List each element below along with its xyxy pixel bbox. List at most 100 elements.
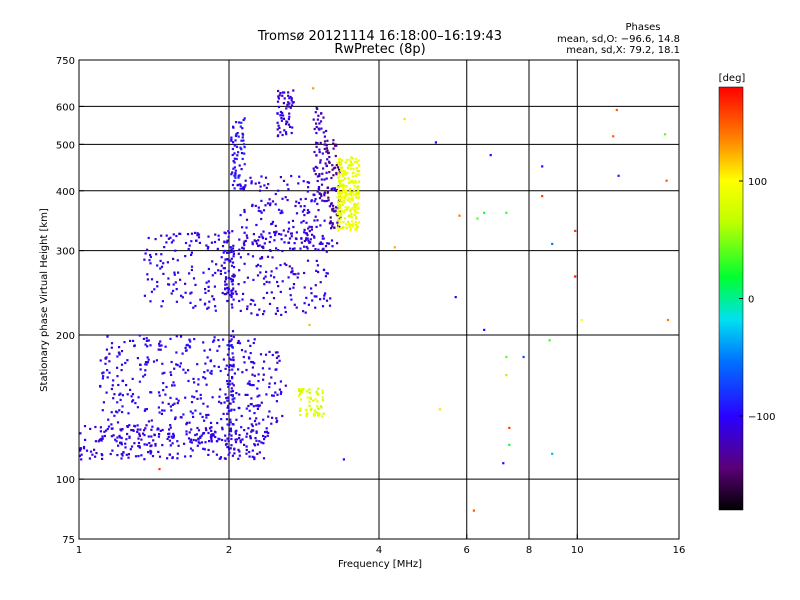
data-point xyxy=(313,412,316,415)
data-point xyxy=(292,89,295,92)
data-point xyxy=(190,240,193,243)
data-point xyxy=(195,433,198,436)
data-point xyxy=(242,186,245,189)
data-point xyxy=(159,429,162,432)
data-point xyxy=(163,409,166,412)
data-point xyxy=(142,337,145,340)
data-point xyxy=(326,139,329,142)
data-point xyxy=(101,437,104,440)
data-point xyxy=(505,211,508,214)
data-point xyxy=(314,111,317,114)
data-point xyxy=(158,455,162,458)
data-point xyxy=(254,182,257,185)
data-point xyxy=(352,203,356,206)
data-point xyxy=(179,362,182,365)
data-point xyxy=(358,173,361,176)
data-point xyxy=(170,360,173,364)
data-point xyxy=(167,402,170,405)
data-point xyxy=(343,209,346,212)
data-point xyxy=(95,452,98,455)
data-point xyxy=(118,434,121,437)
data-point xyxy=(238,450,241,453)
data-point xyxy=(275,420,278,424)
data-point xyxy=(123,341,126,344)
data-point xyxy=(356,225,359,228)
data-point xyxy=(252,405,255,408)
data-point xyxy=(256,263,260,266)
data-point xyxy=(251,424,254,428)
data-point xyxy=(336,196,339,199)
data-point xyxy=(314,173,317,176)
data-point xyxy=(221,438,224,442)
data-point xyxy=(290,174,293,178)
data-point xyxy=(120,369,123,372)
colorbar-label: [deg] xyxy=(719,73,746,84)
data-point xyxy=(295,231,298,234)
data-point xyxy=(144,252,147,255)
data-point xyxy=(157,450,160,453)
data-point xyxy=(227,348,230,351)
data-point xyxy=(130,445,134,448)
data-point xyxy=(325,150,328,153)
data-point xyxy=(355,203,358,206)
chart-title: Tromsø 20121114 16:18:00–16:19:43 xyxy=(257,29,502,44)
data-point xyxy=(150,419,153,422)
data-point xyxy=(220,418,223,421)
data-point xyxy=(325,147,328,150)
data-point xyxy=(184,346,187,349)
data-point xyxy=(239,441,242,444)
data-point xyxy=(208,440,211,443)
data-point xyxy=(150,428,153,431)
data-point xyxy=(160,265,164,268)
data-point xyxy=(176,457,179,460)
data-point xyxy=(157,391,161,394)
data-point xyxy=(315,154,318,157)
data-point xyxy=(183,442,186,445)
data-point xyxy=(317,209,320,212)
data-point xyxy=(325,299,329,302)
data-point xyxy=(315,390,318,394)
data-point xyxy=(126,425,129,428)
data-point xyxy=(169,405,172,408)
data-point xyxy=(246,236,249,239)
data-point xyxy=(290,271,293,274)
data-point xyxy=(241,136,244,139)
data-point xyxy=(225,397,228,400)
data-point xyxy=(161,428,164,432)
data-point xyxy=(232,359,235,362)
data-point xyxy=(337,192,340,195)
data-point xyxy=(204,377,207,380)
data-point xyxy=(317,187,320,190)
data-point xyxy=(338,194,341,197)
data-point xyxy=(154,442,157,446)
data-point xyxy=(336,221,339,224)
data-point xyxy=(257,244,260,248)
data-point xyxy=(143,458,146,461)
data-point xyxy=(97,440,100,443)
data-point xyxy=(291,219,295,222)
data-point xyxy=(144,427,147,430)
data-point xyxy=(231,247,235,250)
data-point xyxy=(138,380,141,383)
data-point xyxy=(174,281,177,284)
data-point xyxy=(332,204,335,207)
data-point xyxy=(188,346,192,349)
data-point xyxy=(202,271,205,274)
data-point xyxy=(314,248,317,251)
data-point xyxy=(338,198,341,202)
data-point xyxy=(113,393,116,396)
data-point xyxy=(357,221,361,224)
data-point xyxy=(127,453,130,456)
data-point xyxy=(268,232,271,235)
data-point xyxy=(230,264,234,267)
data-point xyxy=(330,176,333,180)
data-point xyxy=(185,421,189,424)
data-point xyxy=(213,336,216,339)
data-point xyxy=(237,457,240,460)
data-point xyxy=(279,114,282,117)
data-point xyxy=(120,457,123,460)
data-point xyxy=(193,381,196,384)
data-point xyxy=(306,247,309,250)
data-point xyxy=(246,393,249,396)
